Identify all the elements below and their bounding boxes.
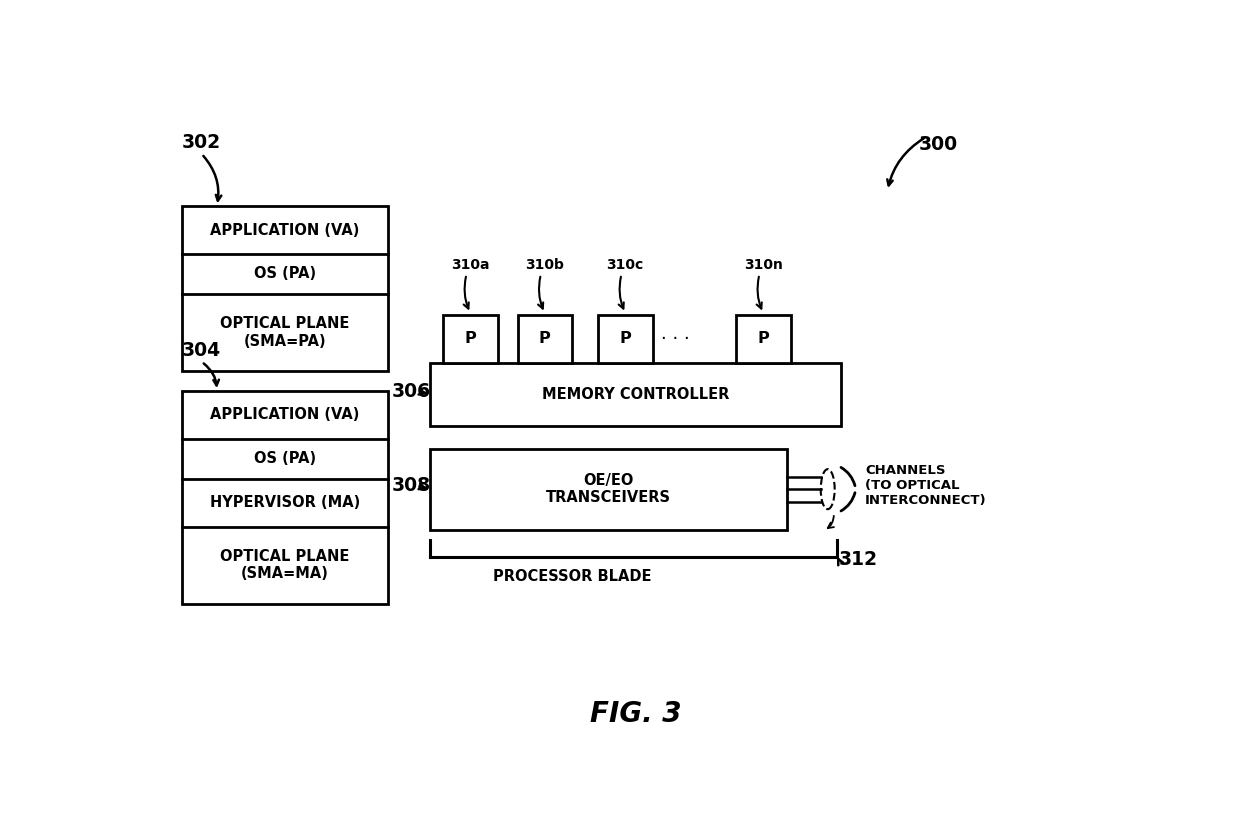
Text: OE/EO
TRANSCEIVERS: OE/EO TRANSCEIVERS <box>546 473 671 506</box>
Text: P: P <box>620 332 631 347</box>
Bar <box>182 207 387 371</box>
Text: 300: 300 <box>919 135 957 153</box>
Text: 310a: 310a <box>451 258 490 272</box>
Text: 306: 306 <box>392 382 430 401</box>
Text: CHANNELS
(TO OPTICAL
INTERCONNECT): CHANNELS (TO OPTICAL INTERCONNECT) <box>864 464 987 506</box>
Text: 310c: 310c <box>606 258 644 272</box>
Text: OPTICAL PLANE
(SMA=MA): OPTICAL PLANE (SMA=MA) <box>221 549 350 581</box>
Bar <box>598 315 652 362</box>
Text: PROCESSOR BLADE: PROCESSOR BLADE <box>494 569 651 584</box>
Text: OS (PA): OS (PA) <box>254 267 316 282</box>
Text: 310b: 310b <box>526 258 564 272</box>
Text: 308: 308 <box>392 476 430 496</box>
Text: OS (PA): OS (PA) <box>254 451 316 466</box>
Bar <box>430 362 841 426</box>
Ellipse shape <box>821 469 835 509</box>
Bar <box>182 391 387 604</box>
Text: APPLICATION (VA): APPLICATION (VA) <box>210 407 360 422</box>
Text: P: P <box>758 332 769 347</box>
Text: OPTICAL PLANE
(SMA=PA): OPTICAL PLANE (SMA=PA) <box>221 317 350 349</box>
Text: FIG. 3: FIG. 3 <box>590 700 681 727</box>
Bar <box>737 315 791 362</box>
Bar <box>430 449 786 530</box>
Bar <box>518 315 572 362</box>
Text: HYPERVISOR (MA): HYPERVISOR (MA) <box>210 495 360 510</box>
Bar <box>444 315 497 362</box>
Text: · · ·: · · · <box>661 330 691 347</box>
Text: 304: 304 <box>182 342 221 360</box>
Text: 302: 302 <box>182 133 221 152</box>
Text: P: P <box>465 332 476 347</box>
Text: 310n: 310n <box>744 258 782 272</box>
Text: P: P <box>539 332 551 347</box>
Text: MEMORY CONTROLLER: MEMORY CONTROLLER <box>542 387 729 402</box>
Text: 312: 312 <box>838 550 878 569</box>
Text: APPLICATION (VA): APPLICATION (VA) <box>210 222 360 237</box>
